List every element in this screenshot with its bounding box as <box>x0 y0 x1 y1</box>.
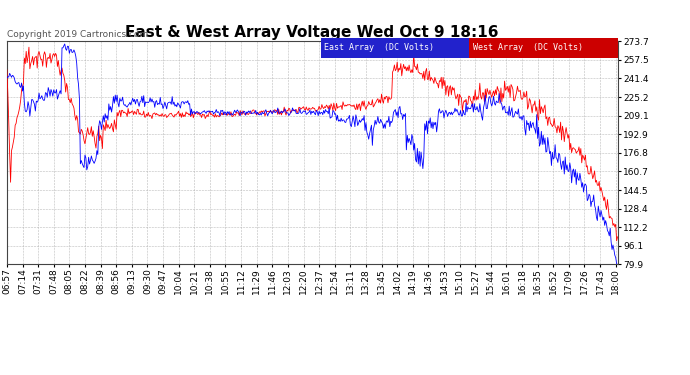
Text: West Array  (DC Volts): West Array (DC Volts) <box>473 44 582 52</box>
Title: East & West Array Voltage Wed Oct 9 18:16: East & West Array Voltage Wed Oct 9 18:1… <box>126 25 499 40</box>
Text: Copyright 2019 Cartronics.com: Copyright 2019 Cartronics.com <box>7 30 148 39</box>
Text: East Array  (DC Volts): East Array (DC Volts) <box>324 44 434 52</box>
